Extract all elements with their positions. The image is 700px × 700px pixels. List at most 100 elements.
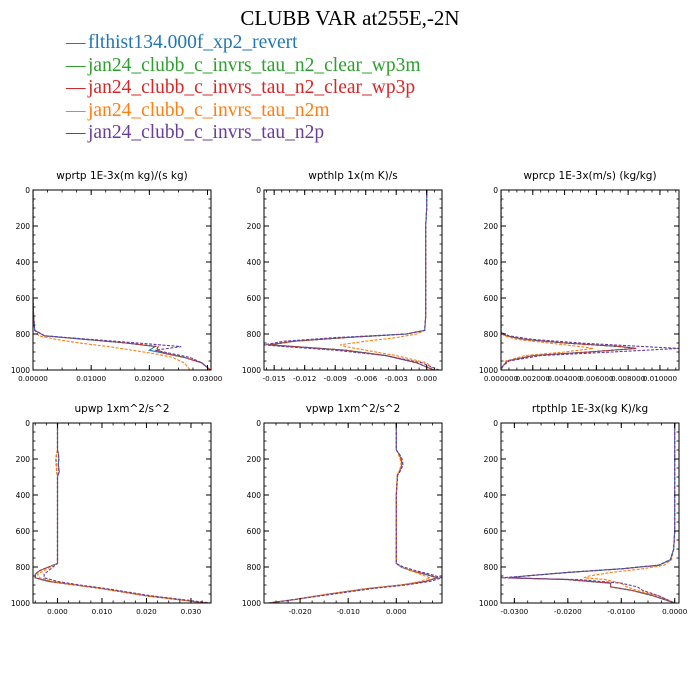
- series-line-5: [43, 423, 211, 603]
- panel-title: wprtp 1E-3x(m kg)/(s kg): [56, 170, 187, 182]
- series-line-5: [264, 190, 440, 370]
- y-tick-label: 200: [16, 222, 31, 231]
- y-tick-label: 400: [484, 258, 499, 267]
- y-tick-label: 400: [247, 258, 262, 267]
- legend-label: jan24_clubb_c_invrs_tau_n2m: [88, 99, 330, 121]
- y-tick-label: 1000: [242, 366, 261, 375]
- series-line-1: [501, 190, 637, 370]
- plot-frame: [263, 422, 443, 604]
- panel-title: wpthlp 1x(m K)/s: [308, 170, 398, 182]
- x-tick-label: -0.0100: [607, 607, 635, 616]
- y-tick-label: 800: [247, 330, 262, 339]
- legend-dash-icon: —: [66, 54, 86, 76]
- panel-title: upwp 1xm^2/s^2: [75, 403, 170, 415]
- legend: — flthist134.000f_xp2_revert — jan24_clubb_…: [66, 32, 421, 145]
- series-line-4: [501, 190, 594, 370]
- x-tick-label: 0.010000: [643, 374, 678, 383]
- x-tick-label: 0.006000: [579, 374, 614, 383]
- x-tick-label: 0.00000: [18, 374, 48, 383]
- y-tick-label: 800: [16, 330, 31, 339]
- x-tick-label: 0.000: [416, 374, 437, 383]
- series-line-2: [269, 190, 435, 370]
- y-tick-label: 600: [484, 527, 499, 536]
- series-line-1: [508, 423, 676, 603]
- panel-title: vpwp 1xm^2/s^2: [306, 403, 401, 415]
- legend-dash-icon: —: [66, 99, 86, 121]
- series-line-4: [36, 423, 207, 603]
- legend-item: — jan24_clubb_c_invrs_tau_n2_clear_wp3p: [66, 77, 421, 100]
- x-tick-label: 0.000000: [484, 374, 519, 383]
- series-line-4: [340, 190, 435, 370]
- x-tick-label: 0.004000: [547, 374, 582, 383]
- series-line-1: [34, 423, 207, 603]
- panel-title: wprcp 1E-3x(m/s) (kg/kg): [523, 170, 656, 182]
- y-tick-label: 200: [16, 455, 31, 464]
- x-tick-label: 0.008000: [611, 374, 646, 383]
- panel-4: upwp 1xm^2/s^2 0 200 400 600 800 1000 0.000 0.01…: [11, 403, 212, 616]
- x-tick-label: 0.02000: [134, 374, 164, 383]
- legend-item: — jan24_clubb_c_invrs_tau_n2_clear_wp3m: [66, 55, 421, 78]
- x-tick-label: -0.0300: [500, 607, 528, 616]
- panel-5: vpwp 1xm^2/s^2 0 200 400 600 800 1000 -0.020 -0.…: [242, 403, 443, 616]
- y-tick-label: 200: [247, 455, 262, 464]
- y-tick-label: 400: [16, 491, 31, 500]
- y-tick-label: 1000: [479, 366, 498, 375]
- y-tick-label: 1000: [11, 366, 30, 375]
- y-tick-label: 400: [484, 491, 499, 500]
- y-tick-label: 600: [16, 527, 31, 536]
- y-tick-label: 0: [25, 419, 30, 428]
- y-tick-label: 800: [484, 330, 499, 339]
- x-tick-label: 0.030: [181, 607, 202, 616]
- series-line-3: [269, 190, 435, 370]
- y-tick-label: 600: [484, 294, 499, 303]
- series-line-2: [508, 423, 676, 603]
- y-tick-label: 200: [484, 455, 499, 464]
- legend-label: jan24_clubb_c_invrs_tau_n2_clear_wp3p: [88, 77, 416, 98]
- figure-title: CLUBB VAR at255E,-2N: [240, 6, 460, 30]
- panel-3: wprcp 1E-3x(m/s) (kg/kg) 0 200 400 600 800 100…: [479, 170, 680, 383]
- x-tick-label: -0.012: [293, 374, 316, 383]
- series-line-1: [268, 423, 440, 603]
- series-line-1: [33, 190, 211, 370]
- x-tick-label: -0.009: [324, 374, 348, 383]
- panel-2: wpthlp 1x(m K)/s02004006008001000-0.015-…: [242, 170, 443, 383]
- series-line-4: [583, 423, 676, 603]
- series-line-5: [501, 423, 676, 603]
- x-tick-label: -0.006: [354, 374, 378, 383]
- series-line-2: [34, 423, 207, 603]
- series-line-3: [501, 190, 637, 370]
- legend-label: jan24_clubb_c_invrs_tau_n2_clear_wp3m: [88, 54, 421, 76]
- plot-frame: [32, 422, 212, 604]
- y-tick-label: 600: [16, 294, 31, 303]
- x-tick-label: -0.0200: [554, 607, 582, 616]
- series-line-5: [501, 190, 679, 370]
- x-tick-label: 0.01000: [76, 374, 106, 383]
- y-tick-label: 0: [256, 419, 261, 428]
- y-tick-label: 1000: [479, 599, 498, 608]
- y-tick-label: 0: [256, 186, 261, 195]
- y-tick-label: 600: [247, 294, 262, 303]
- legend-label: flthist134.000f_xp2_revert: [88, 32, 298, 53]
- panel-1: wprtp 1E-3x(m kg)/(s kg) 0 200 400 600 800 100…: [11, 170, 223, 383]
- y-tick-label: 200: [247, 222, 262, 231]
- legend-item: — jan24_clubb_c_invrs_tau_n2p: [66, 122, 421, 145]
- series-line-3: [508, 423, 676, 603]
- y-tick-label: 800: [16, 563, 31, 572]
- y-tick-label: 400: [247, 491, 262, 500]
- y-tick-label: 200: [484, 222, 499, 231]
- y-tick-label: 1000: [11, 599, 30, 608]
- x-tick-label: 0.010: [92, 607, 113, 616]
- x-tick-label: -0.015: [263, 374, 286, 383]
- legend-dash-icon: —: [66, 32, 86, 53]
- x-tick-label: -0.020: [288, 607, 312, 616]
- series-line-4: [268, 423, 432, 603]
- y-tick-label: 0: [493, 419, 498, 428]
- x-tick-label: 0.000: [47, 607, 68, 616]
- legend-dash-icon: —: [66, 77, 86, 98]
- x-tick-label: -0.003: [385, 374, 408, 383]
- panel-title: rtpthlp 1E-3x(kg K)/kg: [532, 403, 648, 415]
- x-tick-label: 0.000: [386, 607, 407, 616]
- y-tick-label: 800: [484, 563, 499, 572]
